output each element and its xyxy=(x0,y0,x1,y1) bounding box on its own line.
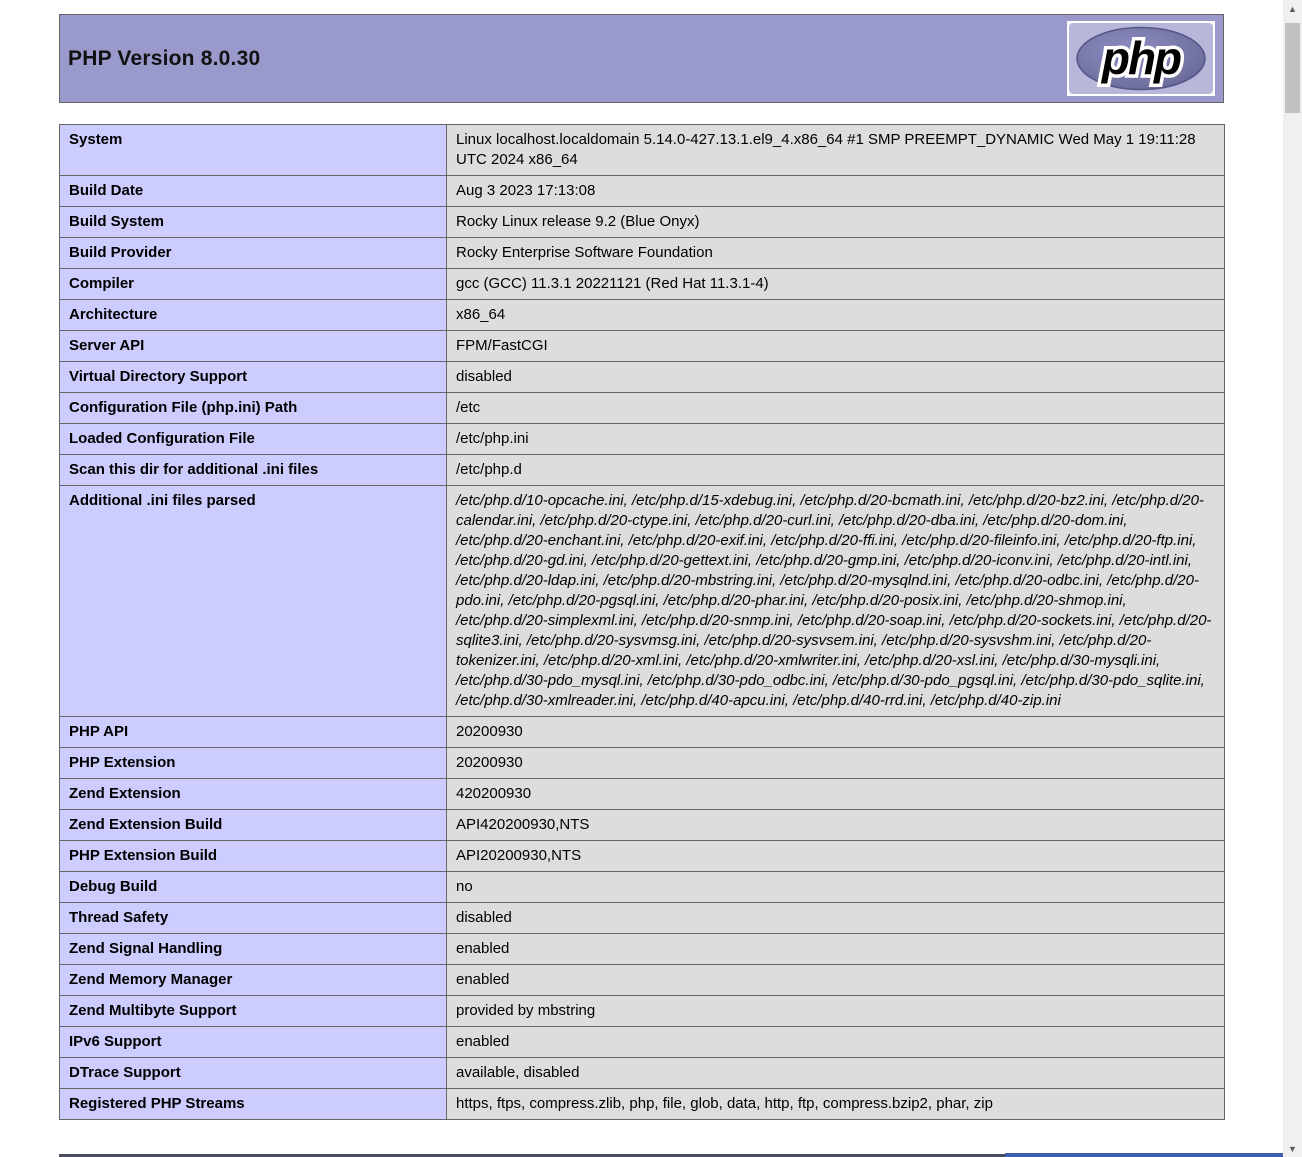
info-row: PHP Extension 20200930 xyxy=(59,747,1225,779)
info-label-cell: Build Provider xyxy=(59,237,447,269)
info-row: Zend Extension Build API420200930,NTS xyxy=(59,809,1225,841)
info-value-cell: /etc/php.d/10-opcache.ini, /etc/php.d/15… xyxy=(446,485,1225,717)
info-label-cell: Scan this dir for additional .ini files xyxy=(59,454,447,486)
info-row: Scan this dir for additional .ini files /… xyxy=(59,454,1225,486)
php-info-table: System Linux localhost.localdomain 5.14.0… xyxy=(59,124,1225,1120)
bottom-blue-bar xyxy=(1005,1153,1283,1157)
info-value-cell: https, ftps, compress.zlib, php, file, g… xyxy=(446,1088,1225,1120)
info-label-cell: Server API xyxy=(59,330,447,362)
info-value-cell: gcc (GCC) 11.3.1 20221121 (Red Hat 11.3.… xyxy=(446,268,1225,300)
php-logo-icon[interactable]: php xyxy=(1067,21,1215,96)
scrollbar-thumb[interactable] xyxy=(1285,23,1300,113)
info-value-cell: Rocky Linux release 9.2 (Blue Onyx) xyxy=(446,206,1225,238)
info-label-cell: Build Date xyxy=(59,175,447,207)
scrollbar-down-button[interactable]: ▼ xyxy=(1283,1140,1302,1157)
svg-text:php: php xyxy=(1100,32,1181,84)
info-row: Compiler gcc (GCC) 11.3.1 20221121 (Red H… xyxy=(59,268,1225,300)
info-row: Architecture x86_64 xyxy=(59,299,1225,331)
info-label-cell: Registered PHP Streams xyxy=(59,1088,447,1120)
info-label-cell: Compiler xyxy=(59,268,447,300)
info-value-cell: enabled xyxy=(446,964,1225,996)
info-label-cell: Configuration File (php.ini) Path xyxy=(59,392,447,424)
info-label-cell: Zend Extension xyxy=(59,778,447,810)
info-value-cell: Linux localhost.localdomain 5.14.0-427.1… xyxy=(446,124,1225,176)
info-row: Build Provider Rocky Enterprise Software … xyxy=(59,237,1225,269)
php-version-header: PHP Version 8.0.30 php xyxy=(59,14,1224,103)
info-value-cell: FPM/FastCGI xyxy=(446,330,1225,362)
info-label-cell: Zend Extension Build xyxy=(59,809,447,841)
info-row: PHP Extension Build API20200930,NTS xyxy=(59,840,1225,872)
info-value-cell: 420200930 xyxy=(446,778,1225,810)
info-row: Zend Extension 420200930 xyxy=(59,778,1225,810)
info-value-cell: Rocky Enterprise Software Foundation xyxy=(446,237,1225,269)
info-value-cell: /etc xyxy=(446,392,1225,424)
bottom-window-edge xyxy=(59,1154,1005,1157)
info-value-cell: API20200930,NTS xyxy=(446,840,1225,872)
info-row: Debug Build no xyxy=(59,871,1225,903)
info-row: Zend Multibyte Support provided by mbstri… xyxy=(59,995,1225,1027)
info-row: System Linux localhost.localdomain 5.14.0… xyxy=(59,124,1225,176)
info-label-cell: IPv6 Support xyxy=(59,1026,447,1058)
info-value-cell: provided by mbstring xyxy=(446,995,1225,1027)
info-label-cell: Additional .ini files parsed xyxy=(59,485,447,717)
info-value-cell: /etc/php.ini xyxy=(446,423,1225,455)
info-value-cell: available, disabled xyxy=(446,1057,1225,1089)
info-label-cell: Zend Signal Handling xyxy=(59,933,447,965)
info-label-cell: Loaded Configuration File xyxy=(59,423,447,455)
info-row: Registered PHP Streams https, ftps, compr… xyxy=(59,1088,1225,1120)
info-label-cell: Architecture xyxy=(59,299,447,331)
info-row: Additional .ini files parsed/etc/php.d/1… xyxy=(59,485,1225,717)
info-row: Virtual Directory Support disabled xyxy=(59,361,1225,393)
info-label-cell: PHP Extension xyxy=(59,747,447,779)
info-label-cell: System xyxy=(59,124,447,176)
info-label-cell: PHP Extension Build xyxy=(59,840,447,872)
info-label-cell: PHP API xyxy=(59,716,447,748)
info-row: IPv6 Support enabled xyxy=(59,1026,1225,1058)
info-value-cell: enabled xyxy=(446,933,1225,965)
info-row: Server API FPM/FastCGI xyxy=(59,330,1225,362)
vertical-scrollbar[interactable]: ▲ ▼ xyxy=(1283,0,1302,1157)
info-row: Build Date Aug 3 2023 17:13:08 xyxy=(59,175,1225,207)
info-value-cell: 20200930 xyxy=(446,716,1225,748)
info-row: Build System Rocky Linux release 9.2 (Blu… xyxy=(59,206,1225,238)
page-title: PHP Version 8.0.30 xyxy=(68,46,261,70)
info-value-cell: Aug 3 2023 17:13:08 xyxy=(446,175,1225,207)
info-value-cell: API420200930,NTS xyxy=(446,809,1225,841)
info-value-cell: disabled xyxy=(446,361,1225,393)
info-value-cell: 20200930 xyxy=(446,747,1225,779)
info-label-cell: DTrace Support xyxy=(59,1057,447,1089)
info-row: Configuration File (php.ini) Path/etc xyxy=(59,392,1225,424)
info-row: Zend Signal Handling enabled xyxy=(59,933,1225,965)
info-row: Zend Memory Manager enabled xyxy=(59,964,1225,996)
info-value-cell: x86_64 xyxy=(446,299,1225,331)
info-label-cell: Debug Build xyxy=(59,871,447,903)
info-value-cell: no xyxy=(446,871,1225,903)
info-row: PHP API 20200930 xyxy=(59,716,1225,748)
scrollbar-up-button[interactable]: ▲ xyxy=(1283,0,1302,17)
info-value-cell: /etc/php.d xyxy=(446,454,1225,486)
php-info-table-body: System Linux localhost.localdomain 5.14.0… xyxy=(59,124,1225,1120)
info-value-cell: enabled xyxy=(446,1026,1225,1058)
info-label-cell: Zend Multibyte Support xyxy=(59,995,447,1027)
info-label-cell: Thread Safety xyxy=(59,902,447,934)
info-value-cell: disabled xyxy=(446,902,1225,934)
info-label-cell: Virtual Directory Support xyxy=(59,361,447,393)
info-label-cell: Zend Memory Manager xyxy=(59,964,447,996)
info-label-cell: Build System xyxy=(59,206,447,238)
info-row: Thread Safety disabled xyxy=(59,902,1225,934)
info-row: Loaded Configuration File/etc/php.ini xyxy=(59,423,1225,455)
info-row: DTrace Support available, disabled xyxy=(59,1057,1225,1089)
